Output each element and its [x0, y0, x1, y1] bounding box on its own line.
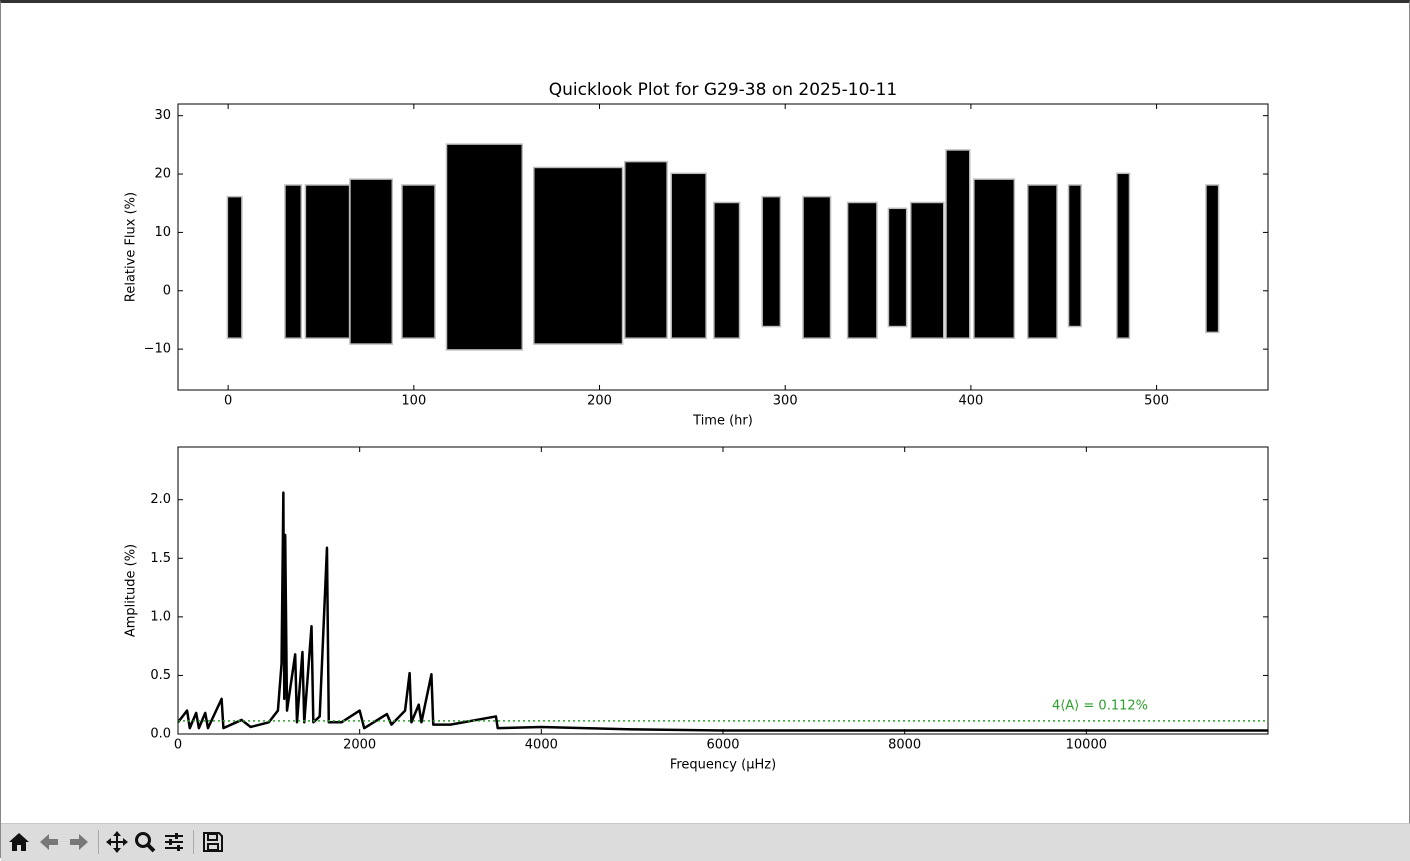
x-tick-label: 100: [401, 394, 426, 409]
observation-block: [401, 184, 436, 339]
back-button[interactable]: [37, 830, 61, 854]
observation-block: [226, 195, 243, 339]
threshold-label: 4⟨A⟩ = 0.112%: [1052, 698, 1148, 713]
observation-block: [533, 166, 624, 345]
y-tick-label: 20: [154, 167, 171, 182]
y-tick-label: 0: [163, 283, 171, 298]
x-axis-label: Frequency (μHz): [670, 758, 776, 773]
zoom-button[interactable]: [133, 830, 157, 854]
observation-block: [909, 201, 945, 339]
home-button[interactable]: [7, 830, 31, 854]
axes-frame: [177, 103, 1269, 391]
x-axis-label: Time (hr): [692, 414, 753, 429]
observation-block: [1205, 184, 1220, 334]
y-tick-label: 30: [154, 108, 171, 123]
forward-button[interactable]: [67, 830, 91, 854]
observation-block: [761, 195, 782, 328]
observation-block: [973, 178, 1016, 339]
x-tick-label: 300: [773, 394, 798, 409]
separator: [98, 830, 99, 854]
x-tick-label: 0: [174, 738, 182, 753]
x-tick-label: 200: [587, 394, 612, 409]
y-tick-label: −10: [144, 342, 171, 357]
x-tick-label: 6000: [706, 738, 739, 753]
x-tick-label: 500: [1144, 394, 1169, 409]
observation-block: [624, 160, 668, 339]
y-tick-label: 2.0: [150, 492, 171, 507]
x-tick-label: 400: [958, 394, 983, 409]
observation-block: [304, 184, 351, 339]
observation-block: [284, 184, 303, 339]
observation-block: [445, 143, 524, 351]
observation-block: [846, 201, 878, 339]
x-tick-label: 8000: [888, 738, 921, 753]
figure: Quicklook Plot for G29-38 on 2025-10-11 0…: [124, 80, 1269, 773]
y-tick-label: 10: [154, 225, 171, 240]
axes-frame: [177, 446, 1269, 735]
pan-button[interactable]: [105, 830, 129, 854]
x-tick-label: 0: [224, 394, 232, 409]
y-tick-label: 0.0: [150, 727, 171, 742]
save-button[interactable]: [201, 830, 225, 854]
observation-block: [349, 178, 394, 345]
y-axis-label: Amplitude (%): [124, 544, 139, 637]
observation-block: [1116, 172, 1131, 339]
chart-title: Quicklook Plot for G29-38 on 2025-10-11: [549, 80, 897, 100]
observation-block: [887, 207, 908, 328]
separator: [193, 830, 194, 854]
observation-block: [670, 172, 707, 339]
observation-block: [802, 195, 832, 339]
spectrum: [178, 491, 1268, 732]
observation-block: [1026, 184, 1058, 339]
x-tick-label: 2000: [343, 738, 376, 753]
toolbar: [1, 823, 1410, 861]
observation-block: [1067, 184, 1082, 328]
x-tick-label: 4000: [525, 738, 558, 753]
observation-block: [713, 201, 741, 339]
x-tick-label: 10000: [1066, 738, 1107, 753]
y-tick-label: 1.5: [150, 551, 171, 566]
configure-button[interactable]: [162, 830, 186, 854]
y-axis-label: Relative Flux (%): [124, 192, 139, 302]
observation-block: [945, 149, 971, 339]
y-tick-label: 0.5: [150, 668, 171, 683]
y-tick-label: 1.0: [150, 609, 171, 624]
